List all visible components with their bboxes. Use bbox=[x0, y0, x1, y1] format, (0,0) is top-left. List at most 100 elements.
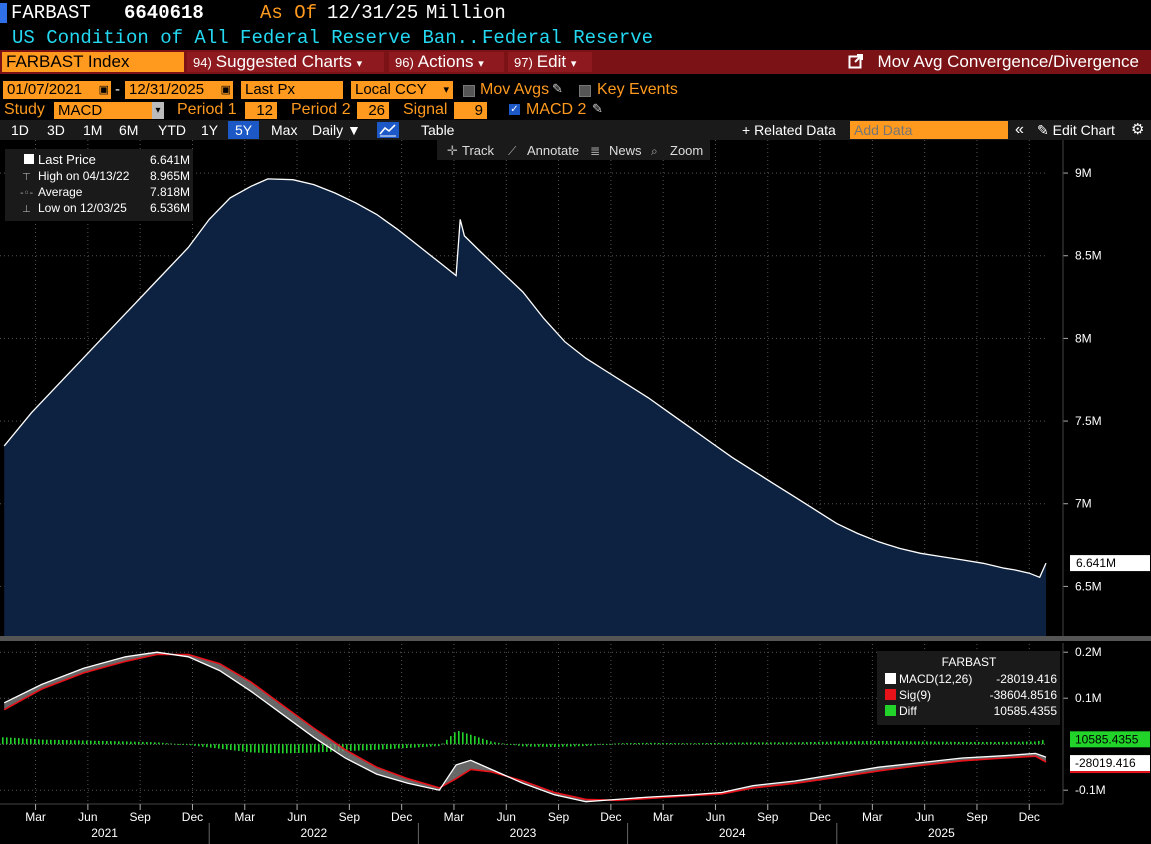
diff-bar bbox=[254, 744, 256, 753]
diff-bar bbox=[162, 742, 164, 745]
diff-bar bbox=[418, 744, 420, 748]
diff-bar bbox=[570, 744, 572, 747]
diff-bar bbox=[322, 744, 324, 753]
x-month-label: Dec bbox=[391, 810, 412, 824]
diff-bar bbox=[646, 742, 648, 745]
low-label: Low on 12/03/25 bbox=[38, 201, 127, 215]
news-icon: ≣ bbox=[590, 144, 600, 158]
diff-bar bbox=[758, 742, 760, 745]
chevron-down-icon[interactable]: ▾ bbox=[152, 102, 164, 119]
macd2-label[interactable]: MACD 2 bbox=[526, 101, 587, 118]
study-select[interactable]: MACD ▾ bbox=[54, 102, 164, 119]
diff-bar bbox=[258, 744, 260, 753]
period-button-1m[interactable]: 1M bbox=[83, 122, 103, 138]
diff-bar bbox=[902, 741, 904, 745]
diff-bar bbox=[986, 741, 988, 745]
diff-swatch bbox=[885, 705, 896, 716]
diff-bar bbox=[126, 741, 128, 745]
price-line[interactable] bbox=[3, 178, 1047, 579]
start-date-field[interactable]: 01/07/2021 ▣ bbox=[3, 81, 111, 99]
diff-bar bbox=[542, 744, 544, 747]
period-button-1y[interactable]: 1Y bbox=[201, 122, 219, 138]
diff-bar bbox=[750, 742, 752, 745]
diff-bar bbox=[726, 742, 728, 745]
diff-bar bbox=[514, 744, 516, 746]
diff-bar bbox=[306, 744, 308, 753]
key-events-label[interactable]: Key Events bbox=[597, 81, 678, 98]
diff-bar bbox=[1014, 741, 1016, 745]
annotate-button[interactable]: Annotate bbox=[527, 143, 579, 158]
add-data-input[interactable] bbox=[850, 121, 1008, 139]
price-axis-label: 8.5M bbox=[1075, 249, 1102, 263]
edit-chart-label: Edit Chart bbox=[1052, 122, 1115, 138]
currency-select[interactable]: Local CCY ▾ bbox=[351, 81, 453, 99]
period-button-ytd[interactable]: YTD bbox=[158, 122, 186, 138]
x-month-label: Mar bbox=[25, 810, 46, 824]
diff-bar bbox=[762, 742, 764, 745]
edit-chart-button[interactable]: ✎ Edit Chart bbox=[1037, 121, 1115, 139]
last-value: 6640618 bbox=[124, 2, 204, 24]
diff-bar bbox=[70, 740, 72, 745]
diff-bar bbox=[598, 744, 600, 745]
diff-bar bbox=[886, 741, 888, 745]
calendar-icon[interactable]: ▣ bbox=[220, 84, 231, 96]
macd2-checkbox[interactable]: ✓ bbox=[509, 104, 520, 115]
popout-icon[interactable] bbox=[848, 53, 864, 69]
diff-bar bbox=[810, 742, 812, 745]
news-button[interactable]: News bbox=[609, 143, 642, 158]
diff-bar bbox=[382, 744, 384, 750]
signal-field[interactable]: 9 bbox=[454, 102, 487, 119]
diff-bar bbox=[982, 741, 984, 745]
chart-area[interactable]: 9M 8.5M 8M 7.5M 7M 6.5M 6.641M 0.2M 0.1M -0.1M 105… bbox=[0, 140, 1151, 844]
x-month-label: Sep bbox=[757, 810, 779, 824]
pencil-icon[interactable]: ✎ bbox=[552, 81, 563, 96]
table-button[interactable]: Table bbox=[421, 122, 455, 138]
diff-bar bbox=[138, 741, 140, 745]
diff-bar bbox=[502, 743, 504, 745]
mov-avgs-checkbox[interactable] bbox=[463, 85, 475, 97]
actions-button[interactable]: 96) Actions ▾ bbox=[389, 52, 504, 72]
diff-bar bbox=[22, 738, 24, 745]
period1-field[interactable]: 12 bbox=[245, 102, 277, 119]
security-field[interactable]: FARBAST Index bbox=[2, 52, 184, 72]
x-month-label: Sep bbox=[548, 810, 570, 824]
diff-bar bbox=[458, 731, 460, 745]
frequency-select[interactable]: Daily ▼ bbox=[312, 122, 361, 138]
panel-divider[interactable] bbox=[0, 636, 1151, 641]
price-axis-label: 9M bbox=[1075, 166, 1092, 180]
suggested-charts-button[interactable]: 94) Suggested Charts ▾ bbox=[187, 52, 384, 72]
end-date-field[interactable]: 12/31/2025 ▣ bbox=[125, 81, 233, 99]
related-data-button[interactable]: + Related Data bbox=[742, 122, 836, 138]
date-separator: - bbox=[115, 81, 120, 98]
key-events-checkbox[interactable] bbox=[579, 85, 591, 97]
diff-last-tag-label: 10585.4355 bbox=[1075, 732, 1139, 746]
diff-bar bbox=[54, 739, 56, 745]
diff-bar bbox=[998, 741, 1000, 745]
field-select[interactable]: Last Px bbox=[241, 81, 343, 99]
track-button[interactable]: Track bbox=[462, 143, 495, 158]
period2-field[interactable]: 26 bbox=[357, 102, 389, 119]
zoom-button[interactable]: Zoom bbox=[670, 143, 703, 158]
diff-bar bbox=[146, 742, 148, 745]
diff-bar bbox=[662, 742, 664, 745]
edit-button[interactable]: 97) Edit ▾ bbox=[508, 52, 592, 72]
period-button-3d[interactable]: 3D bbox=[47, 122, 65, 138]
calendar-icon[interactable]: ▣ bbox=[98, 84, 109, 96]
diff-bar bbox=[190, 744, 192, 746]
collapse-icon[interactable]: « bbox=[1015, 121, 1024, 138]
mov-avgs-label[interactable]: Mov Avgs bbox=[480, 81, 550, 98]
gear-icon[interactable]: ⚙ bbox=[1131, 121, 1145, 138]
line-chart-icon[interactable] bbox=[377, 122, 399, 138]
chart-title[interactable]: Mov Avg Convergence/Divergence bbox=[848, 51, 1139, 73]
pencil-icon[interactable]: ✎ bbox=[592, 101, 603, 116]
ticker[interactable]: FARBAST bbox=[11, 2, 91, 24]
diff-bar bbox=[914, 741, 916, 745]
period-button-max[interactable]: Max bbox=[271, 122, 298, 138]
period-button-1d[interactable]: 1D bbox=[11, 122, 29, 138]
period-button-5y[interactable]: 5Y bbox=[228, 121, 260, 139]
diff-bar bbox=[818, 741, 820, 745]
macd-line[interactable] bbox=[3, 651, 1047, 803]
zoom-icon: ⌕ bbox=[651, 144, 658, 158]
signal-line[interactable] bbox=[3, 653, 1047, 802]
period-button-6m[interactable]: 6M bbox=[119, 122, 139, 138]
